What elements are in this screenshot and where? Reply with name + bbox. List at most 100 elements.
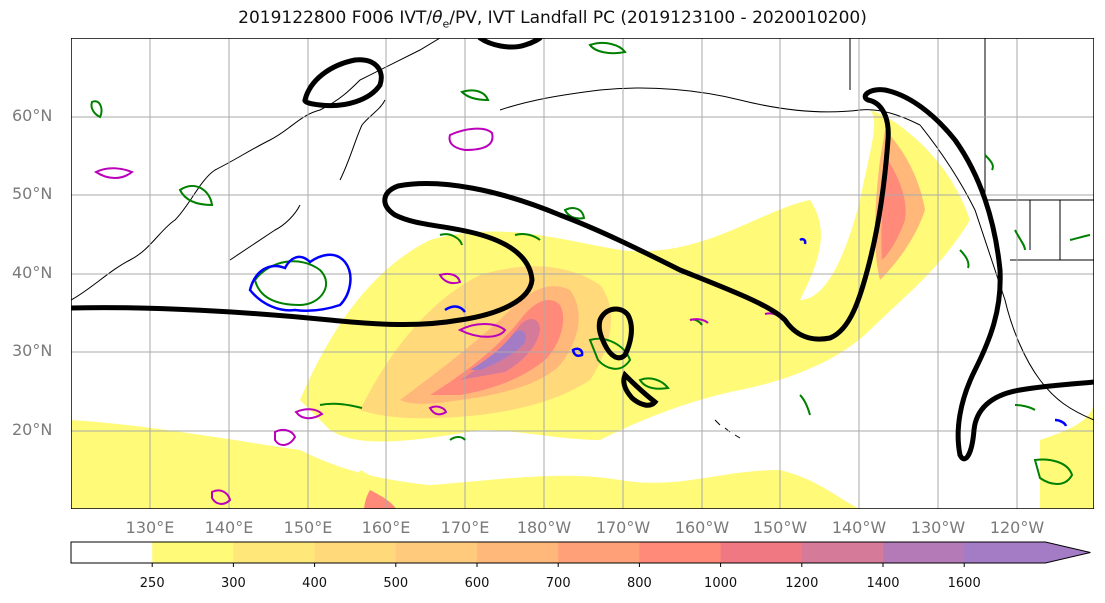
theta-e-contour-4 <box>1054 418 1068 427</box>
pc-contour-tail <box>621 370 659 408</box>
magenta-contour-10 <box>689 318 709 324</box>
pv-contour-2 <box>588 42 627 55</box>
asia-coast <box>71 38 441 301</box>
magenta-contour-2 <box>94 167 134 179</box>
colorbar-segment <box>720 542 803 563</box>
pv-contour-10 <box>799 394 811 416</box>
colorbar-segment <box>558 542 640 563</box>
theta-e-contour-3 <box>799 237 807 245</box>
landfall-pc-contours <box>71 38 1094 462</box>
kamchatka-coast <box>339 99 386 181</box>
magenta-contour-8 <box>211 489 232 505</box>
colorbar-segment <box>71 542 153 563</box>
magenta-contours <box>94 127 783 505</box>
lon-label-130w: 130°W <box>910 518 966 537</box>
lon-label-150e: 150°E <box>283 518 333 537</box>
colorbar-tick-label: 400 <box>302 576 328 591</box>
pv-contour-19 <box>1069 234 1091 241</box>
pv-contour-7 <box>563 207 586 220</box>
colorbar-extend-arrow <box>1045 542 1091 563</box>
pv-contour-11 <box>984 154 994 171</box>
colorbar-tick-label: 1000 <box>704 576 738 591</box>
ivt-west-patch <box>350 470 410 509</box>
colorbar-segment <box>801 542 884 563</box>
pc-contour-small-loop <box>596 306 634 361</box>
lon-label-150w: 150°W <box>752 518 808 537</box>
japan-coast <box>229 204 301 261</box>
colorbar-tick-label: 1200 <box>785 576 819 591</box>
pv-contour-3 <box>460 89 490 102</box>
colorbar-tick-label: 600 <box>464 576 490 591</box>
colorbar-outline <box>70 541 1091 564</box>
us-state-lines <box>1010 200 1094 261</box>
colorbar-tick-label: 800 <box>626 576 652 591</box>
ivt-east-patch <box>1040 400 1094 509</box>
colorbar-segment <box>233 542 316 563</box>
theta-e-contours <box>248 237 1068 427</box>
title-prefix: 2019122800 F006 IVT/ <box>238 8 433 28</box>
pc-contour-north-loop <box>302 57 384 109</box>
lat-label-50: 50°N <box>12 184 53 203</box>
title-suffix: /PV, IVT Landfall PC (2019123100 - 20200… <box>449 8 867 28</box>
theta-e-contour-1 <box>444 305 467 313</box>
pv-contour-15 <box>1014 404 1036 411</box>
lon-label-120w: 120°W <box>989 518 1045 537</box>
pv-contour-9 <box>449 436 466 441</box>
lat-label-20: 20°N <box>12 420 53 439</box>
pv-contour-japan <box>253 260 327 307</box>
ivt-south-band <box>71 420 860 509</box>
canada-border <box>849 38 1094 201</box>
colorbar-segment <box>883 542 965 563</box>
colorbar <box>70 541 1091 567</box>
colorbar-segment <box>314 542 397 563</box>
pv-contour-14 <box>1033 458 1074 485</box>
magenta-contour-4 <box>457 323 507 338</box>
lon-label-160e: 160°E <box>361 518 411 537</box>
coastlines <box>71 38 1094 439</box>
pv-contour-12 <box>1014 229 1026 251</box>
ivt-coastal-800 <box>881 160 906 260</box>
magenta-contour-6 <box>294 408 324 420</box>
ivt-shading <box>71 110 1094 509</box>
title-theta-subscript: e <box>442 17 450 31</box>
pv-contour-17 <box>514 232 541 241</box>
map-panel <box>71 38 1094 509</box>
alaska-coast <box>499 87 921 126</box>
colorbar-segment <box>477 542 559 563</box>
theta-e-contour-2 <box>571 347 584 358</box>
colorbar-tick-label: 250 <box>139 576 165 591</box>
pc-contour-top <box>477 38 543 50</box>
colorbar-tick-label: 500 <box>383 576 409 591</box>
pv-contour-1 <box>178 185 214 207</box>
pv-contour-4 <box>90 100 103 119</box>
lon-label-140e: 140°E <box>204 518 254 537</box>
magenta-contour-3 <box>438 272 462 285</box>
lon-label-170w: 170°W <box>595 518 651 537</box>
colorbar-segment <box>639 542 722 563</box>
colorbar-tick-label: 700 <box>545 576 571 591</box>
chart-title: 2019122800 F006 IVT/θe/PV, IVT Landfall … <box>0 8 1105 30</box>
colorbar-tick-label: 1400 <box>866 576 900 591</box>
pv-contours <box>90 42 1091 485</box>
pv-contour-8 <box>319 402 363 409</box>
colorbar-segment <box>152 542 234 563</box>
pc-contour-main <box>71 87 1094 462</box>
colorbar-tick-label: 300 <box>220 576 246 591</box>
magenta-contour-7 <box>428 405 448 416</box>
na-coast <box>919 124 1094 421</box>
lon-label-180w: 180°W <box>516 518 572 537</box>
title-theta: θ <box>432 8 443 28</box>
pv-contour-6 <box>638 377 670 390</box>
theta-e-contour-japan <box>248 253 352 313</box>
lat-label-60: 60°N <box>12 106 53 125</box>
gridlines <box>71 38 1094 509</box>
ivt-core-1400 <box>470 330 526 370</box>
lon-label-140w: 140°W <box>831 518 887 537</box>
colorbar-segment <box>395 542 478 563</box>
lon-label-160w: 160°W <box>674 518 730 537</box>
lon-label-170e: 170°E <box>440 518 490 537</box>
magenta-contour-5 <box>274 428 297 446</box>
lat-label-30: 30°N <box>12 341 53 360</box>
pv-contour-13 <box>959 249 970 269</box>
